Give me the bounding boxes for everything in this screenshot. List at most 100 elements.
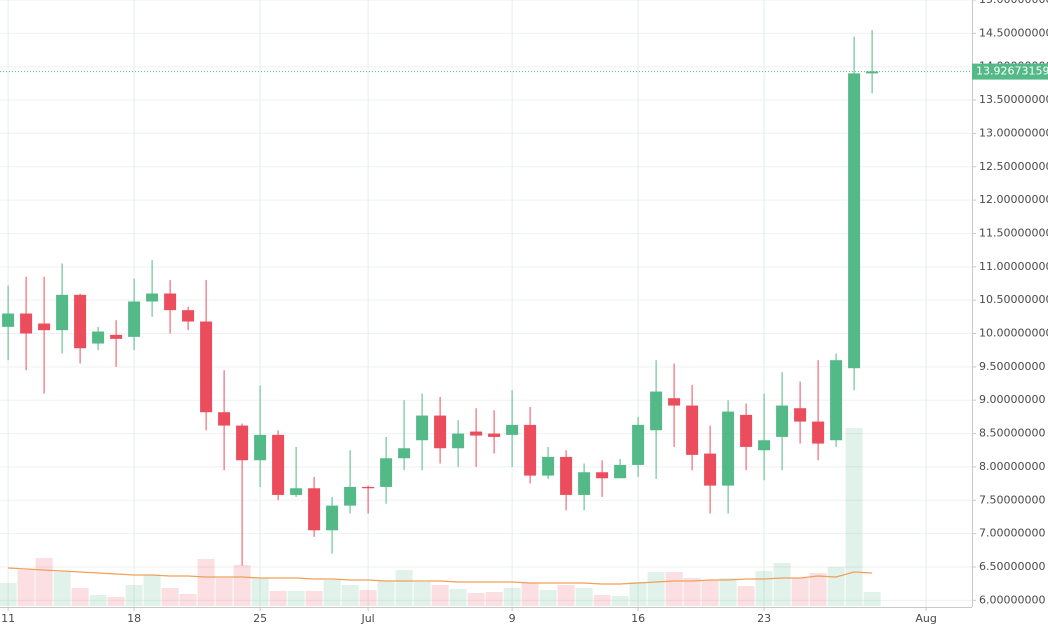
candle-body [542, 456, 555, 476]
volume-bar [575, 588, 593, 606]
candle-body [74, 294, 87, 349]
x-tick-label: 25 [253, 612, 267, 625]
volume-bar [701, 580, 719, 606]
volume-bar [629, 582, 647, 606]
candle-body [596, 472, 609, 479]
y-tick-label: 14.50000000 [979, 26, 1048, 39]
candle-body [848, 73, 861, 369]
volume-bar [863, 592, 881, 606]
volume-bar [0, 583, 17, 606]
volume-bar [197, 559, 215, 606]
volume-bar [773, 563, 791, 606]
volume-bar [539, 590, 557, 606]
volume-bar [791, 578, 809, 606]
candle-body [578, 472, 591, 495]
x-tick-label: 16 [631, 612, 645, 625]
volume-bar [107, 597, 125, 606]
candle-body [740, 414, 753, 447]
volume-bar [395, 570, 413, 606]
candle-body [686, 405, 699, 455]
volume-bar [35, 558, 53, 606]
candle-body [470, 431, 483, 436]
volume-bar [233, 565, 251, 606]
x-tick-label: 9 [509, 612, 516, 625]
volume-bar [341, 585, 359, 606]
volume-bar [449, 589, 467, 606]
volume-bar [161, 588, 179, 606]
y-tick-label: 10.00000000 [979, 327, 1048, 340]
candle-body [650, 391, 663, 431]
y-tick-label: 8.50000000 [979, 427, 1045, 440]
volume-bar [53, 572, 71, 606]
y-tick-label: 11.50000000 [979, 226, 1048, 239]
candle-body [722, 411, 735, 486]
candle-body [776, 405, 789, 437]
candle-body [272, 434, 285, 495]
volume-bar [665, 572, 683, 606]
y-tick-label: 13.50000000 [979, 93, 1048, 106]
volume-bar [845, 428, 863, 606]
candle-body [488, 433, 501, 437]
y-tick-label: 12.50000000 [979, 160, 1048, 173]
candle-body [812, 421, 825, 444]
x-tick-label: Aug [915, 612, 936, 625]
y-tick-label: 8.00000000 [979, 460, 1045, 473]
volume-bar [719, 578, 737, 606]
volume-bar [503, 588, 521, 606]
volume-bar [755, 571, 773, 606]
candle-body [56, 294, 69, 331]
last-price-box [972, 63, 1048, 80]
candle-body [236, 425, 249, 461]
candle-body [866, 71, 879, 74]
candle-body [362, 486, 375, 489]
grid [0, 0, 972, 607]
volume-bar [593, 595, 611, 606]
candle-body [326, 505, 339, 531]
y-tick-label: 6.00000000 [979, 593, 1045, 606]
volume-bar [179, 594, 197, 606]
volume-bar [431, 585, 449, 606]
candle-body [452, 433, 465, 449]
candle-body [614, 464, 627, 479]
volume-bar [287, 591, 305, 606]
x-tick-label: Jul [360, 612, 374, 625]
candle-body [704, 453, 717, 486]
candle-body [110, 334, 123, 339]
candle-body [830, 360, 843, 441]
volume-bar [89, 595, 107, 606]
y-tick-label: 9.00000000 [979, 393, 1045, 406]
candle-body [416, 415, 429, 441]
volume-bar [827, 567, 845, 606]
y-tick-label: 7.50000000 [979, 493, 1045, 506]
volume-bar [557, 585, 575, 606]
candle-body [434, 415, 447, 449]
volume-bar [125, 585, 143, 606]
candle-body [632, 424, 645, 465]
candle-body [344, 486, 357, 506]
volume-bar [143, 575, 161, 606]
volume-bar [809, 573, 827, 606]
last-price-label: 13.92673159 [976, 65, 1048, 78]
volume-bar [683, 578, 701, 606]
volume-bar [215, 578, 233, 606]
candle-body [398, 448, 411, 459]
x-tick-label: 23 [757, 612, 771, 625]
volume-bar [521, 583, 539, 606]
candle-body [92, 331, 105, 344]
candle-body [794, 408, 807, 422]
volume-bar [413, 582, 431, 606]
candle-body [308, 488, 321, 531]
volume-bar [737, 586, 755, 606]
volume-bar [647, 572, 665, 606]
y-tick-label: 13.00000000 [979, 126, 1048, 139]
y-tick-label: 12.00000000 [979, 193, 1048, 206]
candle-body [560, 456, 573, 495]
volume-bar [359, 590, 377, 606]
candle-body [524, 424, 537, 476]
candle-body [290, 488, 303, 495]
volume-bar [269, 591, 287, 606]
y-tick-label: 9.50000000 [979, 360, 1045, 373]
volume-bar [305, 591, 323, 606]
